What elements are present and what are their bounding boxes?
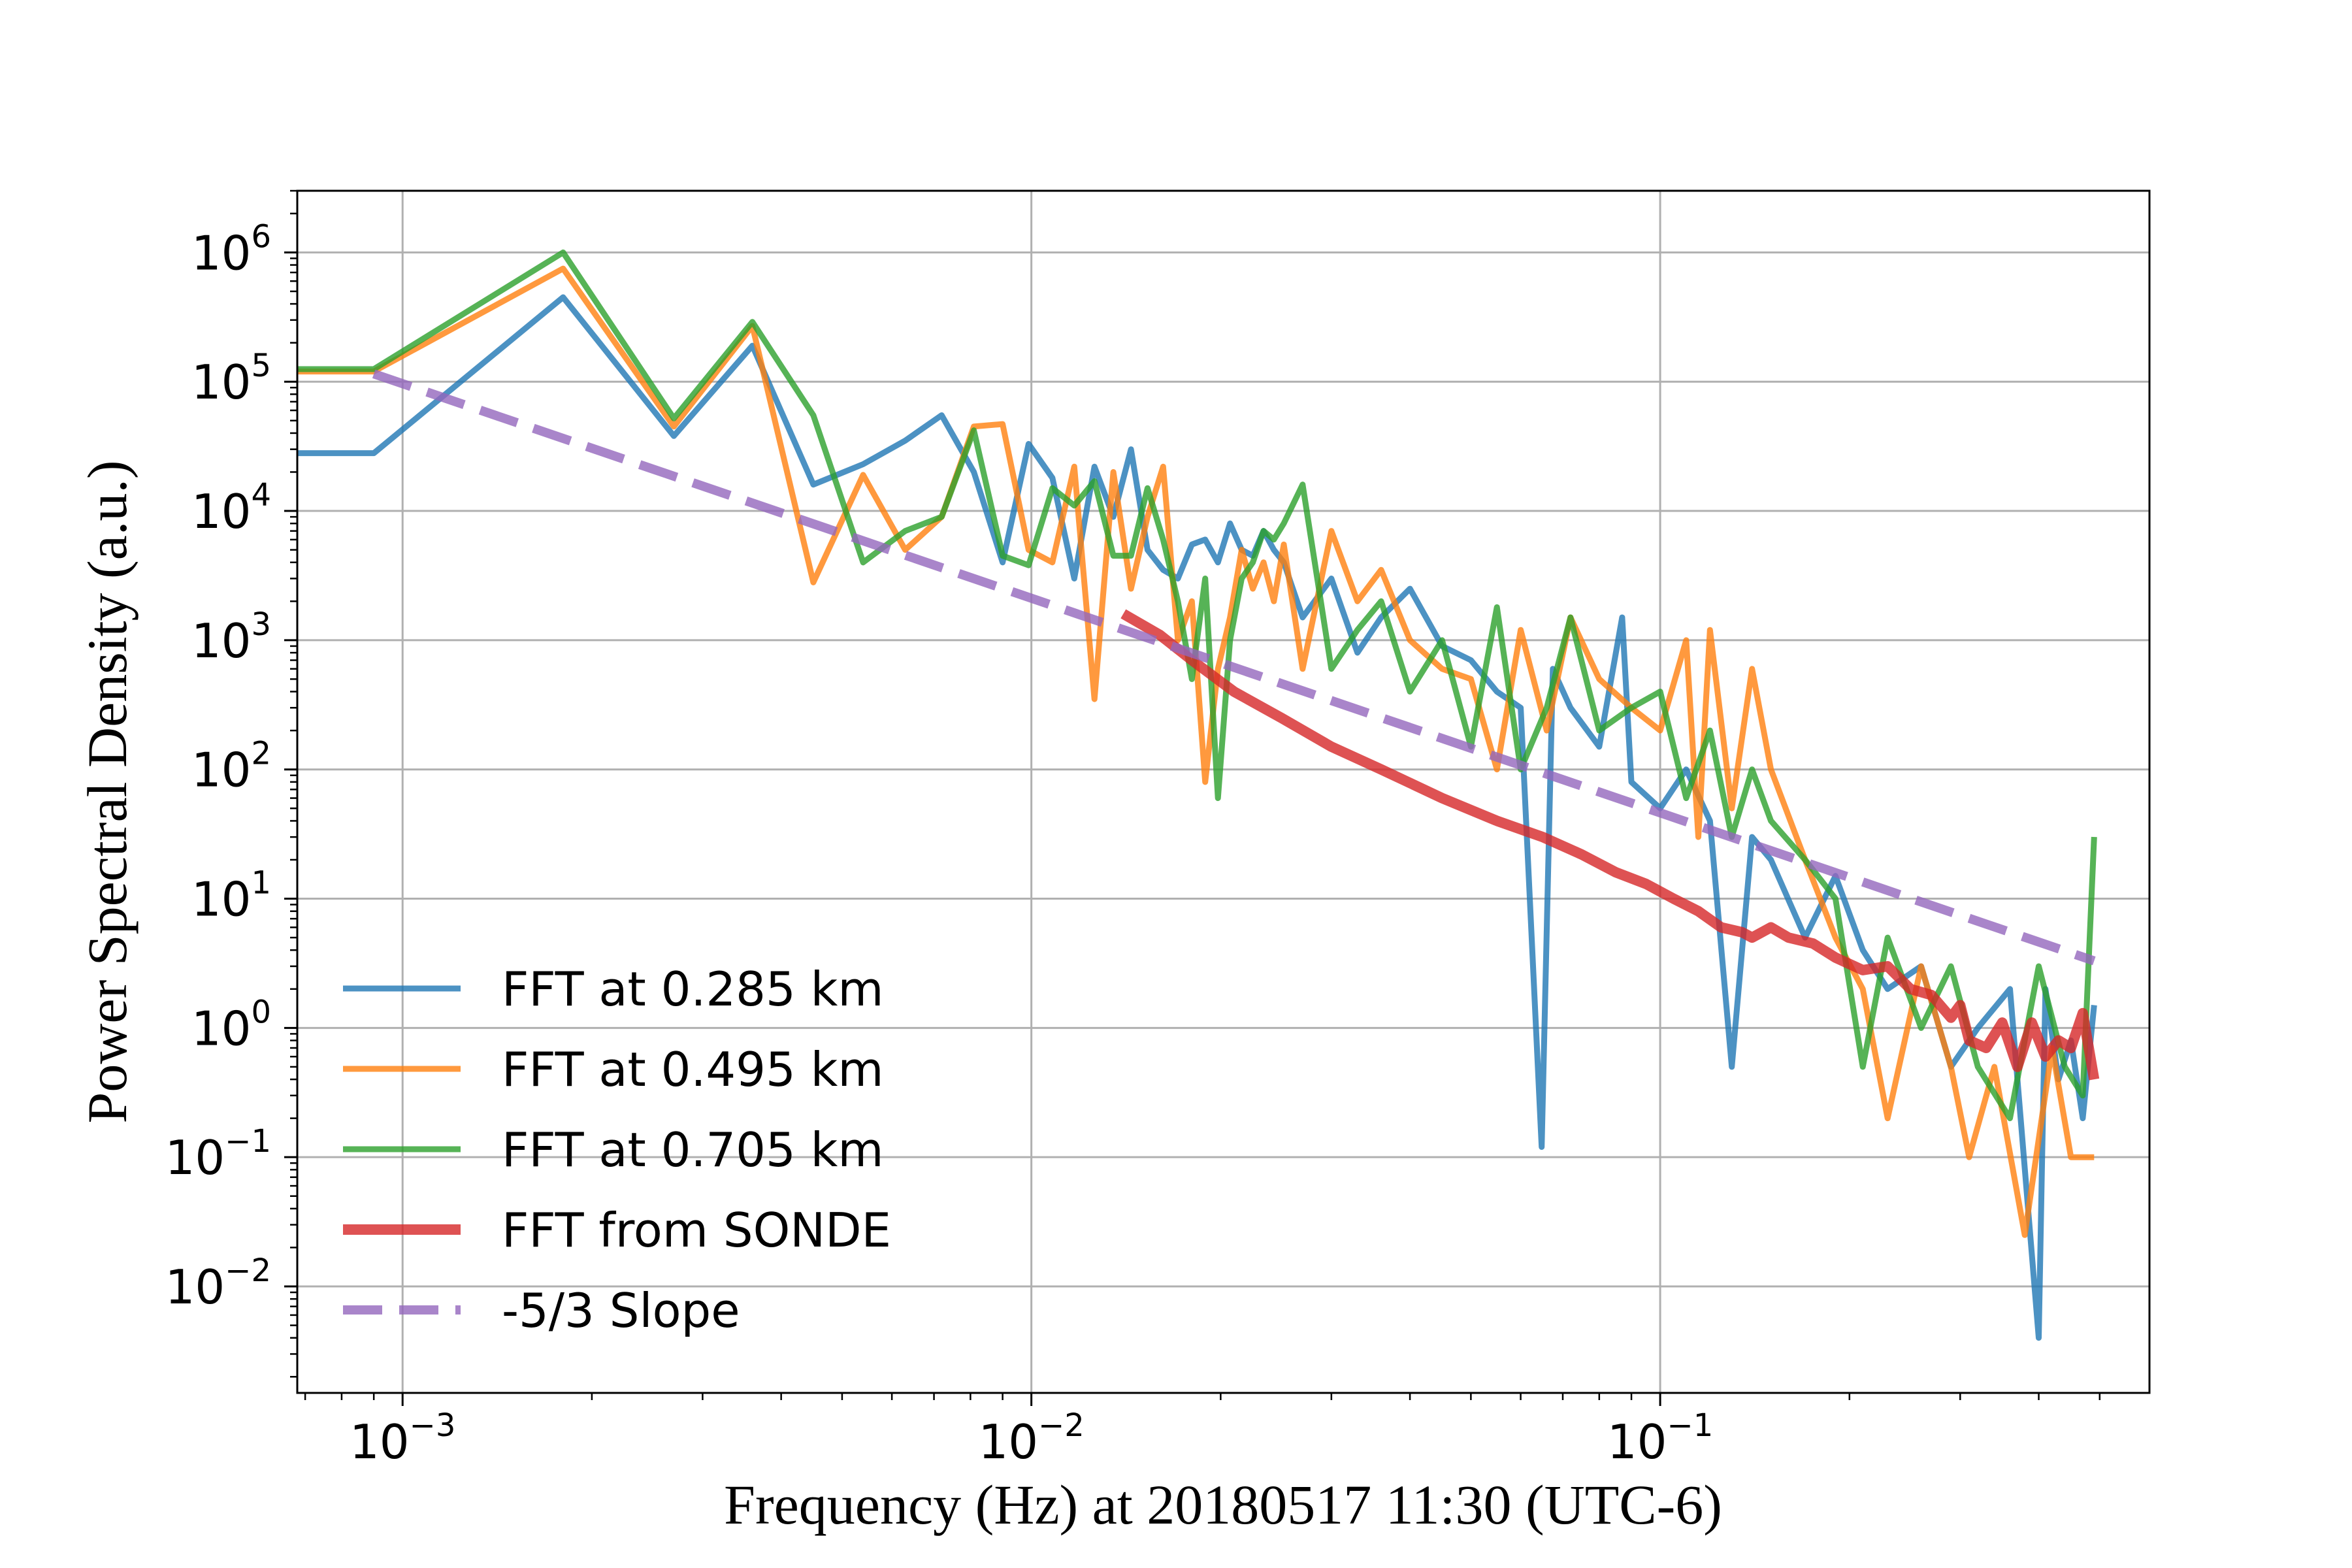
x-tick-label: 10−2 (978, 1407, 1084, 1469)
x-tick-label: 10−1 (1607, 1407, 1713, 1469)
y-tick-label: 106 (191, 218, 271, 280)
legend-label-4: FFT from SONDE (502, 1203, 891, 1258)
tick-labels: 10−3 10−2 10−1 10−2 10−1 100 101 102 103 104 105 10… (165, 218, 1714, 1469)
legend-label-5: -5/3 Slope (502, 1283, 740, 1338)
series-line-3 (297, 249, 2097, 1122)
x-tick-label: 10−3 (350, 1407, 455, 1469)
y-tick-label: 10−2 (165, 1252, 271, 1315)
legend-label-1: FFT at 0.285 km (502, 962, 884, 1017)
y-tick-label: 10−1 (165, 1123, 271, 1185)
y-tick-label: 105 (191, 348, 271, 410)
series-line-4 (1120, 609, 2100, 1081)
y-tick-label: 104 (191, 477, 271, 539)
axis-ticks (284, 189, 2101, 1406)
legend-label-2: FFT at 0.495 km (502, 1042, 884, 1097)
legend: FFT at 0.285 km FFT at 0.495 km FFT at 0.7… (343, 962, 891, 1338)
y-tick-label: 102 (191, 736, 271, 798)
y-tick-label: 103 (191, 606, 271, 668)
legend-label-3: FFT at 0.705 km (502, 1122, 884, 1177)
plot-frame (296, 189, 2151, 1394)
y-tick-label: 100 (191, 994, 271, 1056)
y-tick-label: 101 (191, 865, 271, 927)
series-line-5 (372, 369, 2096, 966)
series-layer (297, 249, 2100, 1341)
series-line-2 (297, 265, 2095, 1238)
y-axis-title: Power Spectral Density (a.u.) (76, 461, 139, 1124)
x-axis-title: Frequency (Hz) at 20180517 11:30 (UTC-6) (724, 1473, 1722, 1536)
